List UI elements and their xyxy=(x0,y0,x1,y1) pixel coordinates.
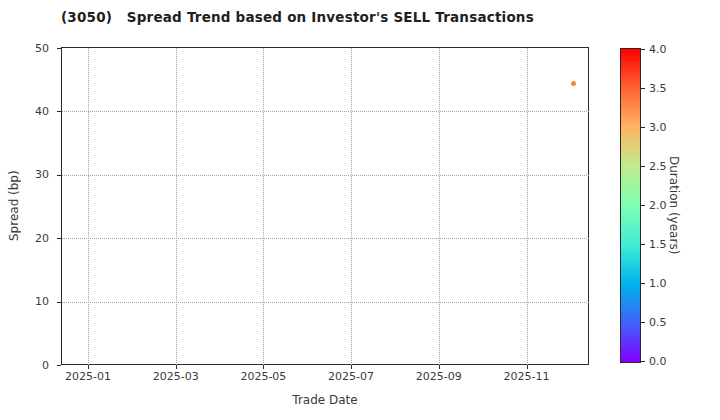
colorbar-tick-label: 0.0 xyxy=(649,355,667,368)
y-tick-mark xyxy=(57,302,61,303)
y-tick-mark xyxy=(57,238,61,239)
x-tick-label: 2025-09 xyxy=(416,370,462,383)
grid-line-horizontal xyxy=(62,175,589,176)
colorbar-tick-label: 1.5 xyxy=(649,238,667,251)
y-tick-label: 30 xyxy=(20,168,49,181)
colorbar-tick-label: 4.0 xyxy=(649,43,667,56)
colorbar-tick-label: 2.5 xyxy=(649,160,667,173)
colorbar-tick-mark xyxy=(641,283,645,284)
colorbar-tick-label: 3.0 xyxy=(649,121,667,134)
colorbar-tick-mark xyxy=(641,127,645,128)
grid-line-vertical xyxy=(263,48,264,365)
colorbar-tick-mark xyxy=(641,205,645,206)
grid-line-horizontal xyxy=(62,238,589,239)
y-tick-label: 0 xyxy=(20,359,49,372)
colorbar-tick-mark xyxy=(641,361,645,362)
x-tick-mark xyxy=(439,365,440,369)
plot-area xyxy=(61,47,589,365)
x-tick-label: 2025-03 xyxy=(153,370,199,383)
y-tick-label: 20 xyxy=(20,232,49,245)
x-axis-label: Trade Date xyxy=(61,393,589,407)
y-tick-mark xyxy=(57,365,61,366)
grid-line-vertical xyxy=(176,48,177,365)
colorbar-tick-mark xyxy=(641,166,645,167)
colorbar-tick-mark xyxy=(641,244,645,245)
x-tick-mark xyxy=(527,365,528,369)
y-tick-mark xyxy=(57,48,61,49)
colorbar-tick-mark xyxy=(641,49,645,50)
x-tick-label: 2025-11 xyxy=(504,370,550,383)
chart-title: (3050) Spread Trend based on Investor's … xyxy=(61,9,534,25)
colorbar-tick-mark xyxy=(641,322,645,323)
grid-line-vertical xyxy=(351,48,352,365)
colorbar-label: Duration (years) xyxy=(666,48,682,363)
grid-line-vertical xyxy=(527,48,528,365)
y-tick-mark xyxy=(57,111,61,112)
colorbar-tick-label: 1.0 xyxy=(649,277,667,290)
x-tick-label: 2025-05 xyxy=(240,370,286,383)
colorbar-tick-mark xyxy=(641,88,645,89)
grid-line-horizontal xyxy=(62,302,589,303)
x-tick-label: 2025-01 xyxy=(65,370,111,383)
x-tick-mark xyxy=(351,365,352,369)
x-tick-mark xyxy=(88,365,89,369)
scatter-point xyxy=(571,81,576,86)
x-tick-label: 2025-07 xyxy=(328,370,374,383)
x-tick-mark xyxy=(263,365,264,369)
colorbar-tick-label: 0.5 xyxy=(649,316,667,329)
colorbar-tick-label: 3.5 xyxy=(649,82,667,95)
y-tick-label: 50 xyxy=(20,42,49,55)
figure: (3050) Spread Trend based on Investor's … xyxy=(0,0,720,420)
x-tick-mark xyxy=(176,365,177,369)
colorbar xyxy=(620,48,641,363)
grid-line-vertical xyxy=(439,48,440,365)
y-axis-label: Spread (bp) xyxy=(6,47,22,365)
colorbar-tick-label: 2.0 xyxy=(649,199,667,212)
y-tick-label: 40 xyxy=(20,105,49,118)
y-tick-mark xyxy=(57,175,61,176)
y-tick-label: 10 xyxy=(20,295,49,308)
grid-line-horizontal xyxy=(62,111,589,112)
grid-line-vertical xyxy=(88,48,89,365)
